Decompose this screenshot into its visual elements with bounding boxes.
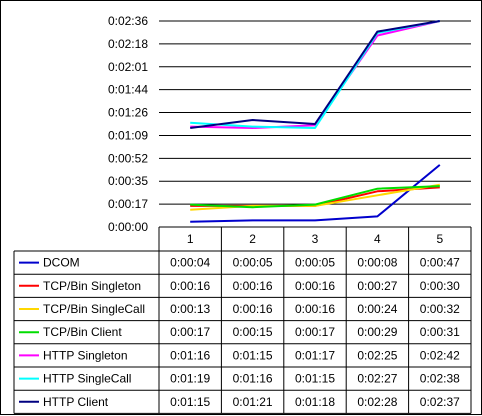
data-cell: 0:00:17 (295, 325, 335, 339)
y-tick-label: 0:00:00 (108, 220, 148, 234)
data-cell: 0:01:15 (233, 348, 273, 362)
data-cell: 0:00:05 (233, 256, 273, 270)
series-line (190, 20, 440, 129)
legend-label: TCP/Bin Client (43, 325, 122, 339)
y-tick-label: 0:00:35 (108, 174, 148, 188)
y-tick-label: 0:00:17 (108, 197, 148, 211)
data-cell: 0:00:16 (295, 302, 335, 316)
y-tick-label: 0:00:52 (108, 151, 148, 165)
y-tick-label: 0:01:26 (108, 106, 148, 120)
legend-label: HTTP Client (43, 395, 109, 409)
y-tick-label: 0:01:09 (108, 128, 148, 142)
legend-label: TCP/Bin Singleton (43, 279, 141, 293)
data-cell: 0:01:21 (233, 395, 273, 409)
y-tick-label: 0:01:44 (108, 83, 148, 97)
data-cell: 0:02:42 (420, 348, 460, 362)
legend-label: HTTP Singleton (43, 348, 128, 362)
y-tick-label: 0:02:36 (108, 14, 148, 28)
gridlines (159, 20, 471, 228)
data-cell: 0:00:24 (357, 302, 397, 316)
data-cell: 0:00:32 (420, 302, 460, 316)
x-tick-label: 3 (312, 232, 319, 246)
data-cell: 0:00:29 (357, 325, 397, 339)
y-tick-label: 0:02:01 (108, 60, 148, 74)
series-lines (190, 20, 441, 223)
x-tick-label: 2 (249, 232, 256, 246)
data-cell: 0:02:28 (357, 395, 397, 409)
data-cell: 0:00:16 (295, 279, 335, 293)
data-cell: 0:02:37 (420, 395, 460, 409)
data-cell: 0:00:05 (295, 256, 335, 270)
data-cell: 0:02:38 (420, 372, 460, 386)
series-line (190, 20, 441, 129)
data-cell: 0:01:18 (295, 395, 335, 409)
data-cell: 0:01:15 (295, 372, 335, 386)
data-cell: 0:00:31 (420, 325, 460, 339)
data-cell: 0:01:17 (295, 348, 335, 362)
series-line (190, 185, 440, 209)
data-cell: 0:00:15 (233, 325, 273, 339)
data-cell: 0:00:30 (420, 279, 460, 293)
x-tick-label: 1 (187, 232, 194, 246)
data-cell: 0:00:27 (357, 279, 397, 293)
y-axis-ticks: 0:00:00 0:00:17 0:00:35 0:00:52 0:01:09 0:01:… (108, 14, 148, 234)
data-cell: 0:00:13 (170, 302, 210, 316)
series-line (190, 164, 441, 223)
data-cell: 0:01:15 (170, 395, 210, 409)
data-cell: 0:00:16 (170, 279, 210, 293)
data-cell: 0:01:16 (233, 372, 273, 386)
legend-label: DCOM (43, 256, 80, 270)
data-cell: 0:00:17 (170, 325, 210, 339)
legend-label: TCP/Bin SingleCall (43, 302, 145, 316)
data-cell: 0:02:27 (357, 372, 397, 386)
data-cell: 0:00:16 (233, 302, 273, 316)
x-tick-label: 5 (436, 232, 443, 246)
data-cell: 0:00:47 (420, 256, 460, 270)
x-tick-label: 4 (374, 232, 381, 246)
y-tick-label: 0:02:18 (108, 37, 148, 51)
data-cell: 0:02:25 (357, 348, 397, 362)
data-cell: 0:01:16 (170, 348, 210, 362)
data-cell: 0:00:16 (233, 279, 273, 293)
legend-label: HTTP SingleCall (43, 372, 131, 386)
series-line (190, 20, 440, 129)
data-table: 1 2 3 4 5 DCOM 0:00:04 0:00:05 0:00:05 0:00:08 0:0… (13, 226, 472, 414)
data-cell: 0:01:19 (170, 372, 210, 386)
data-cell: 0:00:08 (357, 256, 397, 270)
data-cell: 0:00:04 (170, 256, 210, 270)
